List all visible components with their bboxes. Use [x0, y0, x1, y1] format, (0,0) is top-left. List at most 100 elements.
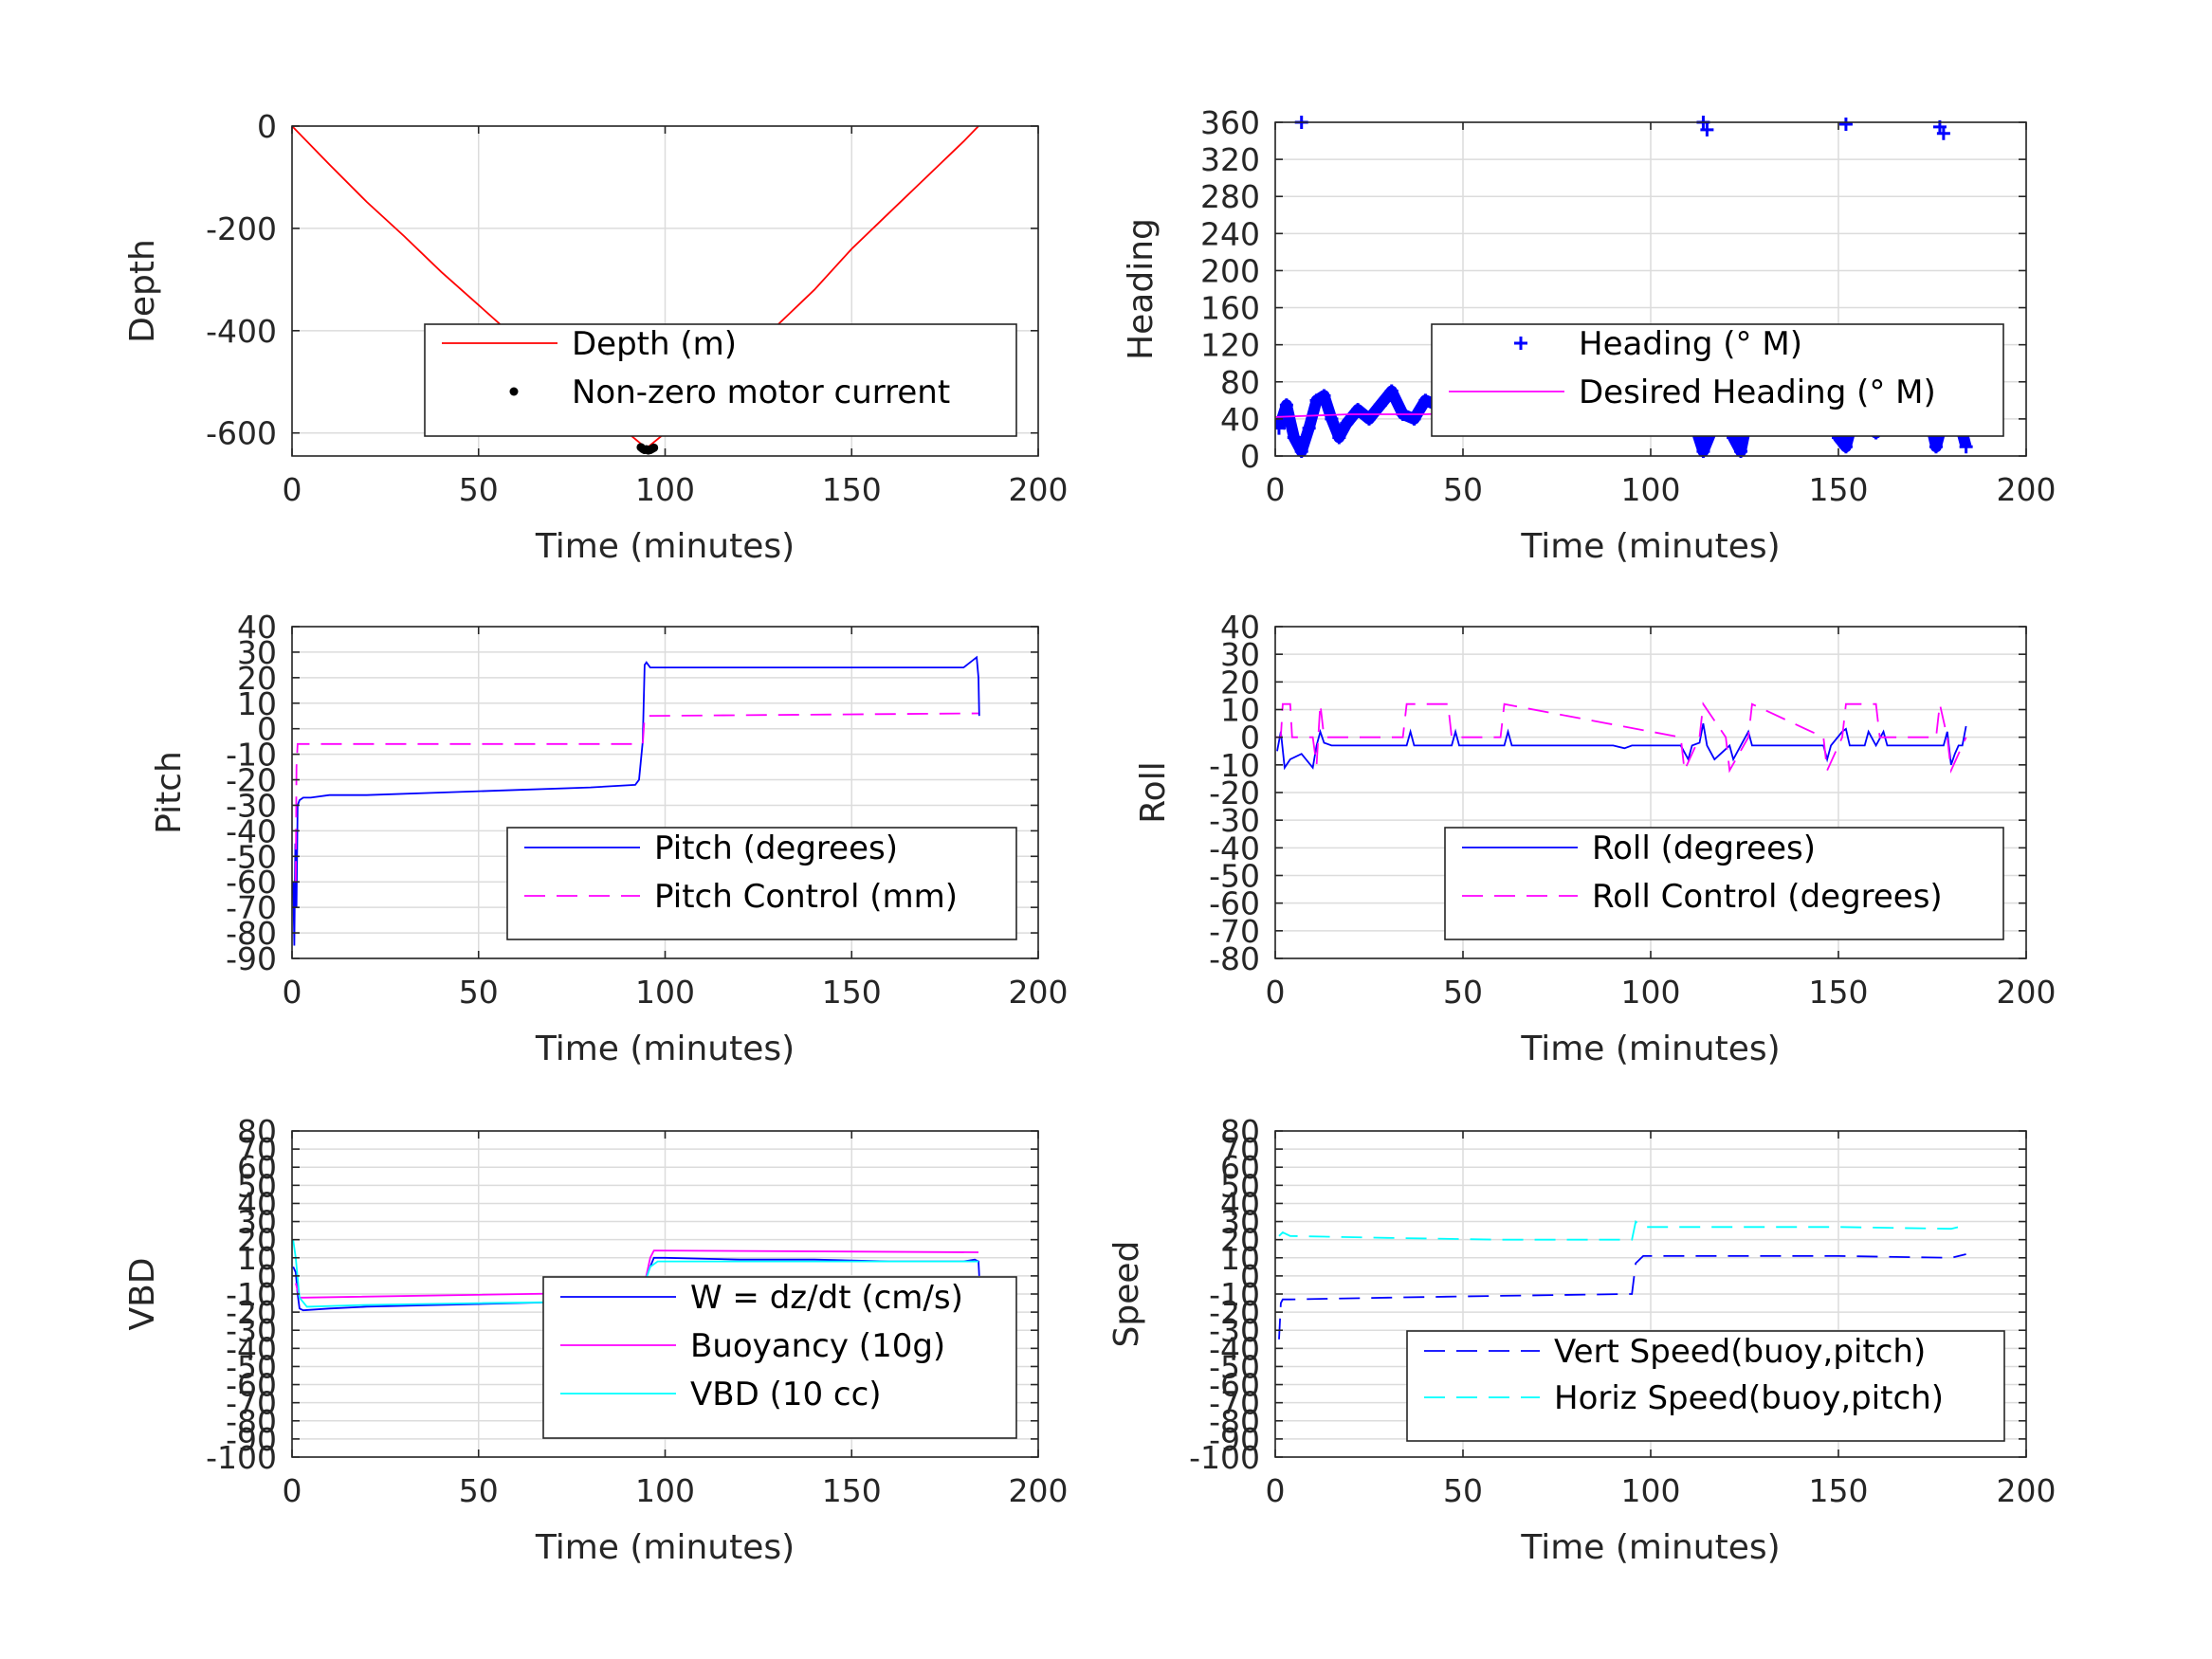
y-tick-label: 30	[1220, 636, 1260, 673]
y-tick-label: -200	[206, 210, 277, 247]
y-tick-label: 20	[237, 660, 277, 697]
panel-4: 0 50 100 150 20080706050403020100-10-20-30-4…	[123, 1113, 1069, 1567]
x-tick-label: 200	[1009, 974, 1069, 1011]
y-tick-label: -70	[1209, 1385, 1260, 1422]
y-tick-label: -50	[1209, 858, 1260, 895]
y-tick-label: 80	[237, 1113, 277, 1150]
x-tick-label: 0	[283, 471, 302, 508]
y-tick-label: 20	[1220, 664, 1260, 701]
y-tick-label: 80	[1220, 364, 1260, 401]
y-tick-label: -50	[226, 1348, 277, 1385]
x-tick-label: 0	[283, 1472, 302, 1509]
x-tick-label: 50	[459, 974, 499, 1011]
x-tick-label: 50	[459, 471, 499, 508]
x-tick-label: 50	[1443, 471, 1483, 508]
y-tick-label: 50	[237, 1167, 277, 1204]
y-tick-label: -20	[226, 1294, 277, 1331]
y-tick-label: -90	[226, 1421, 277, 1458]
x-axis-label: Time (minutes)	[535, 1528, 795, 1567]
y-tick-label: -80	[226, 1403, 277, 1440]
data-point	[1936, 126, 1950, 140]
legend: Heading (° M) Desired Heading (° M)	[1431, 323, 2004, 437]
x-tick-label: 50	[459, 1472, 499, 1509]
y-tick-label: -30	[1209, 802, 1260, 839]
x-tick-label: 150	[822, 974, 882, 1011]
y-tick-label: 0	[257, 711, 277, 748]
panel-3: 0 50 100 150 200403020100-10-20-30-40-50-60-…	[1134, 609, 2057, 1068]
x-tick-label: 50	[1443, 1472, 1483, 1509]
y-tick-label: -400	[206, 313, 277, 350]
y-tick-label: -40	[1209, 1330, 1260, 1367]
series-line-1	[295, 712, 979, 883]
series-line-0	[1278, 1253, 1966, 1340]
y-tick-label: 20	[237, 1222, 277, 1259]
y-tick-label: -50	[1209, 1348, 1260, 1385]
x-tick-label: 150	[1809, 1472, 1869, 1509]
y-tick-label: 240	[1200, 215, 1260, 252]
x-tick-label: 0	[1266, 1472, 1286, 1509]
data-point	[1700, 122, 1714, 137]
y-tick-label: 70	[237, 1131, 277, 1168]
x-tick-label: 150	[822, 471, 882, 508]
y-tick-label: -80	[1209, 940, 1260, 977]
y-tick-label: 40	[1220, 401, 1260, 438]
y-tick-label: -60	[226, 864, 277, 901]
y-tick-label: 40	[237, 1185, 277, 1222]
data-point	[649, 443, 659, 452]
plot-area	[1275, 702, 1967, 775]
y-tick-label: 10	[237, 1240, 277, 1277]
legend-label: VBD (10 cc)	[690, 1376, 882, 1413]
y-tick-label: 40	[1220, 1185, 1260, 1222]
y-tick-label: 0	[1240, 720, 1260, 757]
legend-label: Depth (m)	[572, 325, 737, 363]
legend-label: Heading (° M)	[1579, 325, 1802, 363]
series-line-0	[292, 655, 980, 946]
panel-5: 0 50 100 150 20080706050403020100-10-20-30-4…	[1107, 1113, 2057, 1567]
legend: Vert Speed(buoy,pitch) Horiz Speed(buoy,p…	[1406, 1330, 2005, 1442]
y-tick-label: -20	[226, 762, 277, 799]
plot-area	[292, 125, 979, 455]
x-axis-label: Time (minutes)	[1520, 527, 1780, 566]
x-axis-label: Time (minutes)	[535, 1030, 795, 1068]
legend-label: Roll Control (degrees)	[1592, 878, 1943, 916]
y-tick-label: 0	[257, 1258, 277, 1295]
x-tick-label: 100	[635, 1472, 695, 1509]
y-tick-label: 0	[257, 108, 277, 145]
legend-label: Vert Speed(buoy,pitch)	[1554, 1333, 1926, 1371]
y-tick-label: 50	[1220, 1167, 1260, 1204]
legend-label: Horiz Speed(buoy,pitch)	[1554, 1379, 1944, 1417]
x-tick-label: 0	[1266, 471, 1286, 508]
legend-label: Pitch Control (mm)	[654, 878, 958, 916]
y-tick-label: 40	[1220, 609, 1260, 646]
y-tick-label: 10	[1220, 692, 1260, 729]
y-tick-label: -70	[226, 889, 277, 926]
y-axis-label: Speed	[1107, 1241, 1146, 1348]
y-tick-label: -100	[206, 1439, 277, 1476]
y-tick-label: -10	[1209, 747, 1260, 784]
y-axis-label: Roll	[1134, 761, 1173, 823]
x-axis-label: Time (minutes)	[1520, 1030, 1780, 1068]
y-tick-label: -50	[226, 838, 277, 875]
y-axis-label: Heading	[1122, 218, 1161, 360]
y-tick-label: 160	[1200, 290, 1260, 327]
x-axis-label: Time (minutes)	[1520, 1528, 1780, 1567]
y-tick-label: -80	[226, 915, 277, 952]
y-tick-label: 360	[1200, 104, 1260, 141]
y-tick-label: 30	[237, 1204, 277, 1241]
y-tick-label: -10	[1209, 1276, 1260, 1313]
legend-label: Roll (degrees)	[1592, 830, 1816, 867]
x-tick-label: 150	[1809, 471, 1869, 508]
y-tick-label: -60	[1209, 885, 1260, 922]
y-tick-label: -80	[1209, 1403, 1260, 1440]
y-axis-label: Pitch	[150, 751, 189, 834]
legend-box	[542, 1276, 1017, 1439]
panel-2: 0 50 100 150 200403020100-10-20-30-40-50-60-…	[150, 609, 1069, 1068]
series-line-0	[1276, 722, 1967, 771]
y-tick-label: 70	[1220, 1131, 1260, 1168]
y-tick-label: 320	[1200, 141, 1260, 178]
legend: Depth (m) Non-zero motor current	[424, 323, 1017, 437]
x-tick-label: 150	[1809, 974, 1869, 1011]
y-tick-label: 30	[237, 634, 277, 671]
x-tick-label: 200	[1997, 471, 2057, 508]
